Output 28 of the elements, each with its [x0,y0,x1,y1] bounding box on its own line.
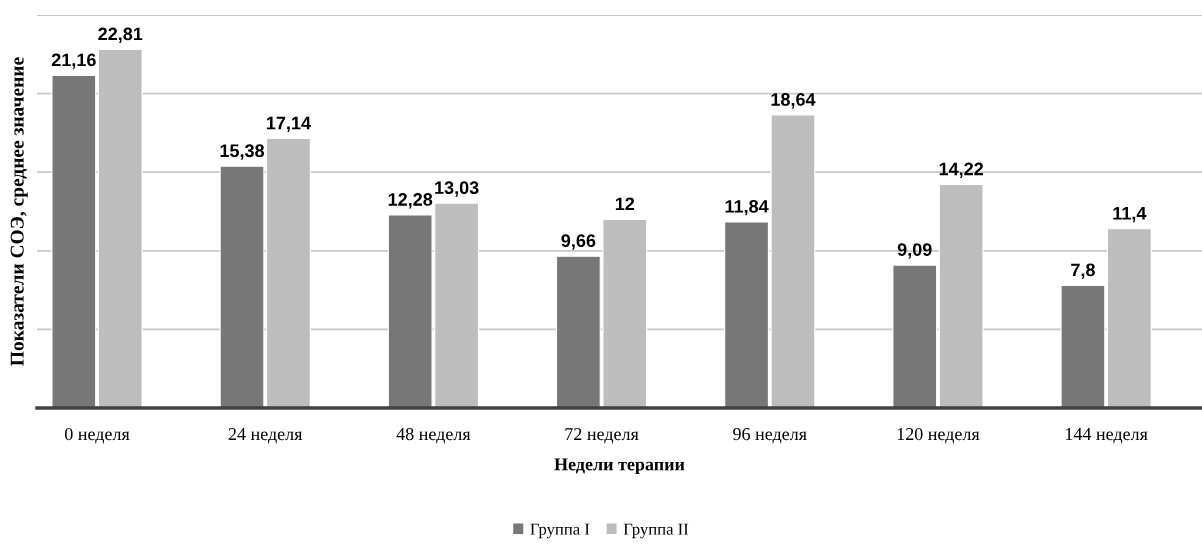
data-label: 17,14 [266,116,311,133]
x-tick-label: 96 неделя [733,428,807,444]
x-tick-label: 24 неделя [228,428,303,444]
y-axis-title: Показатели СОЭ, среднее значение [10,57,28,366]
data-label: 21,16 [51,53,96,69]
data-label: 11,84 [725,199,769,216]
data-label: 13,03 [435,181,479,197]
data-label: 9,09 [897,243,932,259]
data-label: 22,81 [98,27,143,43]
legend-label: Группа I [530,523,590,539]
data-label: 9,66 [561,234,596,250]
data-label: 7,8 [1071,263,1095,279]
data-label: 14,22 [939,162,984,178]
data-label: 12 [615,197,635,211]
data-label: 15,38 [220,144,265,160]
x-tick-label: 48 неделя [396,427,471,444]
x-tick-label: 72 неделя [565,428,639,444]
x-axis-title: Недели терапии [554,458,685,475]
x-tick-label: 120 неделя [897,427,980,444]
data-label: 11,4 [1113,207,1147,223]
x-tick-label: 0 неделя [64,427,130,444]
bar [51,74,97,408]
bar [1060,284,1106,408]
data-label: 12,28 [388,193,433,209]
bar [892,264,938,408]
data-label: 18,64 [771,93,816,109]
x-tick-label: 144 неделя [1065,428,1148,444]
legend-label: Группа II [623,523,689,539]
